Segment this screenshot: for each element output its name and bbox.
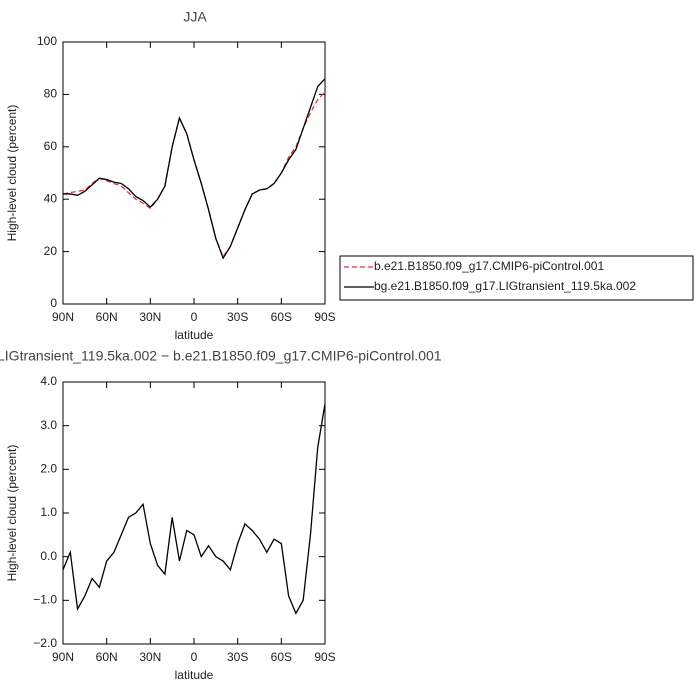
y-tick-label: 1.0	[40, 505, 57, 519]
y-tick-label: 0	[50, 296, 57, 310]
legend-label: b.e21.B1850.f09_g17.CMIP6-piControl.001	[374, 259, 604, 273]
y-tick-label: 2.0	[40, 462, 57, 476]
y-tick-label: 20	[44, 244, 58, 258]
plot-frame	[62, 41, 326, 305]
x-axis-label: latitude	[175, 328, 214, 342]
y-tick-label: 0.0	[40, 549, 57, 563]
series-line	[62, 91, 326, 259]
x-tick-label: 0	[191, 650, 198, 664]
x-tick-label: 60N	[96, 310, 118, 324]
x-tick-label: 90N	[52, 310, 74, 324]
y-tick-label: 80	[44, 87, 58, 101]
x-tick-label: 30N	[139, 310, 161, 324]
plot-frame	[62, 381, 326, 645]
y-tick-label: 100	[37, 34, 57, 48]
x-tick-label: 0	[191, 310, 198, 324]
x-tick-label: 30S	[227, 650, 248, 664]
x-tick-label: 60N	[96, 650, 118, 664]
y-tick-label: −1.0	[33, 593, 57, 607]
chart-title: LIGtransient_119.5ka.002 − b.e21.B1850.f…	[0, 348, 442, 364]
y-tick-label: 4.0	[40, 374, 57, 388]
y-tick-label: 40	[44, 191, 58, 205]
chart-title: JJA	[183, 9, 207, 25]
legend-box	[339, 255, 694, 301]
x-tick-label: 30N	[139, 650, 161, 664]
legend-label: bg.e21.B1850.f09_g17.LIGtransient_119.5k…	[374, 279, 636, 293]
y-tick-label: 3.0	[40, 418, 57, 432]
x-tick-label: 60S	[271, 310, 292, 324]
y-axis-label: High-level cloud (percent)	[5, 445, 19, 582]
x-tick-label: 90S	[314, 310, 335, 324]
y-tick-label: 60	[44, 139, 58, 153]
series-line	[63, 78, 326, 260]
series-line	[62, 403, 326, 615]
x-tick-label: 90N	[52, 650, 74, 664]
x-axis-label: latitude	[175, 668, 214, 682]
x-tick-label: 90S	[314, 650, 335, 664]
y-tick-label: −2.0	[33, 636, 57, 650]
x-tick-label: 60S	[271, 650, 292, 664]
x-tick-label: 30S	[227, 310, 248, 324]
y-axis-label: High-level cloud (percent)	[5, 105, 19, 242]
